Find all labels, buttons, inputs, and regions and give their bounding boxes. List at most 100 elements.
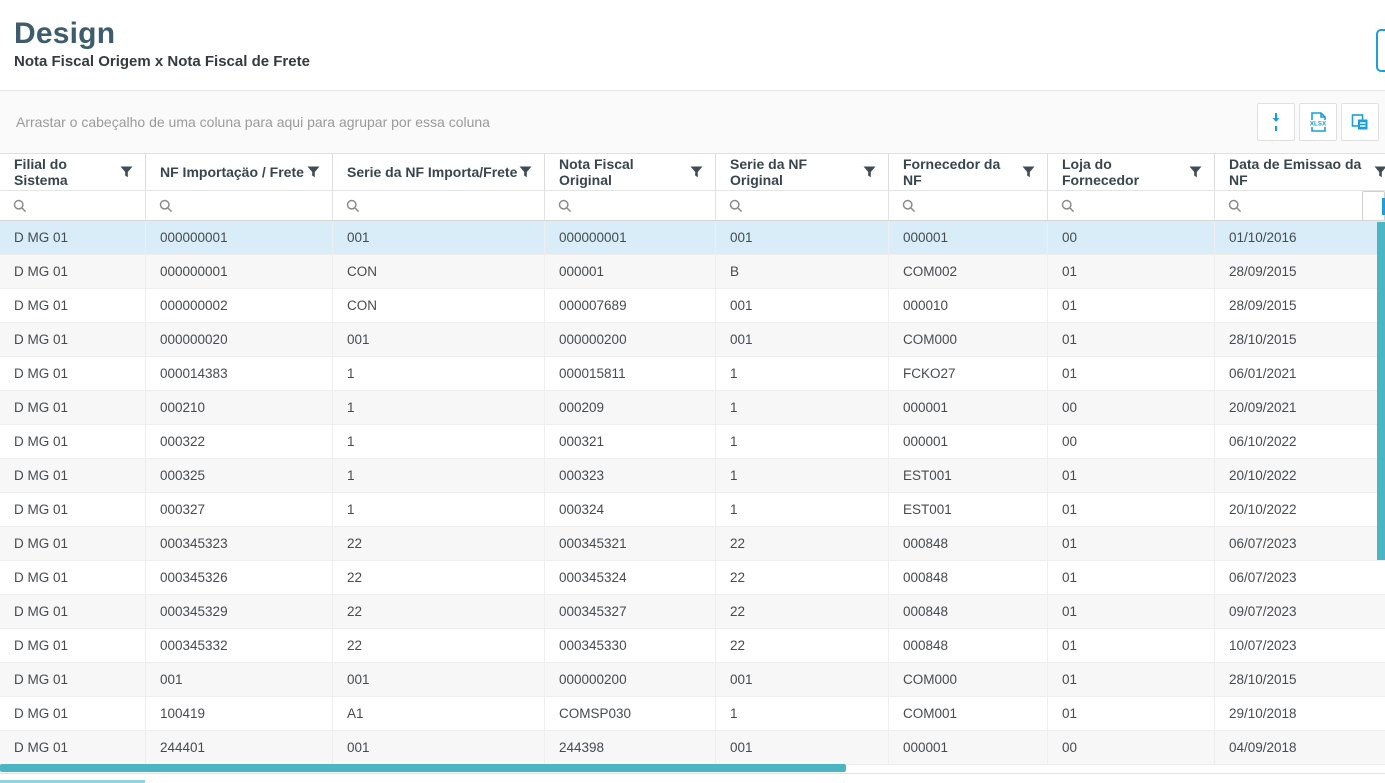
column-header-3[interactable]: Nota Fiscal Original bbox=[545, 154, 716, 190]
grid-cell: 01/10/2016 bbox=[1215, 221, 1385, 254]
horizontal-scrollbar-thumb[interactable] bbox=[0, 764, 846, 772]
grid-cell: 000345332 bbox=[146, 629, 333, 662]
grid-cell: D MG 01 bbox=[0, 663, 146, 696]
filter-icon[interactable] bbox=[1374, 166, 1385, 178]
edge-action-button[interactable] bbox=[1376, 29, 1385, 72]
grid-cell: 01 bbox=[1048, 323, 1215, 356]
column-header-2[interactable]: Serie da NF Importa/Frete bbox=[333, 154, 545, 190]
grid-cell: CON bbox=[333, 289, 545, 322]
grid-cell: 1 bbox=[333, 357, 545, 390]
grid-cell: 000323 bbox=[545, 459, 716, 492]
grid-cell: 001 bbox=[333, 731, 545, 764]
grid-cell: 01 bbox=[1048, 493, 1215, 526]
column-filter-input[interactable] bbox=[33, 197, 113, 214]
grid-cell: 28/09/2015 bbox=[1215, 289, 1385, 322]
table-row[interactable]: D MG 01 000000001 CON 000001 B COM002 01 28/09/… bbox=[0, 255, 1385, 289]
column-filter-input[interactable] bbox=[578, 197, 673, 214]
column-header-0[interactable]: Filial do Sistema bbox=[0, 154, 146, 190]
grid-cell: 01 bbox=[1048, 561, 1215, 594]
grid-cell: 1 bbox=[333, 459, 545, 492]
search-icon bbox=[13, 199, 27, 212]
grid-cell: 1 bbox=[716, 357, 889, 390]
grid-cell: 000322 bbox=[146, 425, 333, 458]
grid-cell: 001 bbox=[716, 221, 889, 254]
table-row[interactable]: D MG 01 000327 1 000324 1 EST001 01 20/10/2022 bbox=[0, 493, 1385, 527]
grid-cell: COM000 bbox=[889, 663, 1048, 696]
filter-icon[interactable] bbox=[120, 166, 133, 178]
column-filter-input[interactable] bbox=[922, 197, 1009, 214]
grid-cell: 06/07/2023 bbox=[1215, 527, 1385, 560]
filter-icon[interactable] bbox=[690, 166, 703, 178]
page-header: Design Nota Fiscal Origem x Nota Fiscal … bbox=[0, 0, 1385, 91]
table-row[interactable]: D MG 01 000345329 22 000345327 22 000848 01 09/… bbox=[0, 595, 1385, 629]
grid-cell: COM002 bbox=[889, 255, 1048, 288]
column-header-label: Serie da NF Importa/Frete bbox=[347, 164, 518, 180]
column-chooser-button[interactable] bbox=[1341, 103, 1379, 141]
column-header-1[interactable]: NF Importaçäo / Frete bbox=[146, 154, 333, 190]
column-filter-input[interactable] bbox=[179, 197, 283, 214]
grid-cell: 000000200 bbox=[545, 323, 716, 356]
table-row[interactable]: D MG 01 000322 1 000321 1 000001 00 06/10/2022 bbox=[0, 425, 1385, 459]
filter-cell-3 bbox=[545, 191, 716, 220]
grid-cell: D MG 01 bbox=[0, 527, 146, 560]
grid-cell: EST001 bbox=[889, 493, 1048, 526]
column-filter-input[interactable] bbox=[1081, 197, 1173, 214]
grid-cell: D MG 01 bbox=[0, 629, 146, 662]
grid-cell: 1 bbox=[716, 697, 889, 730]
filter-cell-6 bbox=[1048, 191, 1215, 220]
table-row[interactable]: D MG 01 000345326 22 000345324 22 000848 01 06/… bbox=[0, 561, 1385, 595]
grid-cell: 20/10/2022 bbox=[1215, 493, 1385, 526]
search-icon bbox=[902, 199, 916, 212]
table-row[interactable]: D MG 01 000000020 001 000000200 001 COM000 01 2… bbox=[0, 323, 1385, 357]
date-filter-editor-partial[interactable] bbox=[1362, 191, 1385, 220]
page-subtitle: Nota Fiscal Origem x Nota Fiscal de Fret… bbox=[14, 53, 310, 70]
table-row[interactable]: D MG 01 000210 1 000209 1 000001 00 20/09/2021 bbox=[0, 391, 1385, 425]
filter-icon[interactable] bbox=[863, 166, 876, 178]
filter-icon[interactable] bbox=[1189, 166, 1202, 178]
column-chooser-icon bbox=[1350, 112, 1370, 132]
column-filter-input[interactable] bbox=[1248, 197, 1351, 214]
column-header-7[interactable]: Data de Emissao da NF bbox=[1215, 154, 1385, 190]
grid-cell: 01 bbox=[1048, 629, 1215, 662]
table-row[interactable]: D MG 01 000014383 1 000015811 1 FCKO27 01 06/01… bbox=[0, 357, 1385, 391]
table-row[interactable]: D MG 01 000325 1 000323 1 EST001 01 20/10/2022 bbox=[0, 459, 1385, 493]
table-row[interactable]: D MG 01 001 001 000000200 001 COM000 01 28/10/2… bbox=[0, 663, 1385, 697]
filter-icon[interactable] bbox=[519, 166, 532, 178]
filter-icon[interactable] bbox=[307, 166, 320, 178]
column-filter-input[interactable] bbox=[749, 197, 845, 214]
grid-cell: D MG 01 bbox=[0, 221, 146, 254]
grid-cell: 01 bbox=[1048, 255, 1215, 288]
grid-cell: 01 bbox=[1048, 357, 1215, 390]
grid-cell: 28/09/2015 bbox=[1215, 255, 1385, 288]
export-xlsx-button[interactable]: XLSX bbox=[1299, 103, 1337, 141]
filter-icon[interactable] bbox=[1022, 166, 1035, 178]
column-header-label: Data de Emissao da NF bbox=[1229, 156, 1362, 188]
table-row[interactable]: D MG 01 000000002 CON 000007689 001 000010 01 2… bbox=[0, 289, 1385, 323]
outer-scrollbar-fragment[interactable] bbox=[0, 780, 145, 783]
column-header-6[interactable]: Loja do Fornecedor bbox=[1048, 154, 1215, 190]
table-row[interactable]: D MG 01 100419 A1 COMSP030 1 COM001 01 29/10/20… bbox=[0, 697, 1385, 731]
column-header-5[interactable]: Fornecedor da NF bbox=[889, 154, 1048, 190]
grid-cell: 001 bbox=[716, 663, 889, 696]
vertical-scrollbar-thumb[interactable] bbox=[1377, 222, 1385, 560]
grid-cell: 1 bbox=[716, 459, 889, 492]
column-header-label: Nota Fiscal Original bbox=[559, 156, 634, 188]
grid-cell: 000209 bbox=[545, 391, 716, 424]
grid-cell: 000015811 bbox=[545, 357, 716, 390]
table-row[interactable]: D MG 01 244401 001 244398 001 000001 00 04/09/2… bbox=[0, 731, 1385, 765]
grid-cell: 000000001 bbox=[545, 221, 716, 254]
group-by-panel[interactable]: Arrastar o cabeçalho de uma coluna para … bbox=[0, 91, 1385, 154]
grid-cell: 001 bbox=[146, 663, 333, 696]
grid-cell: 09/07/2023 bbox=[1215, 595, 1385, 628]
row-height-toggle-button[interactable] bbox=[1257, 103, 1295, 141]
table-row[interactable]: D MG 01 000345323 22 000345321 22 000848 01 06/… bbox=[0, 527, 1385, 561]
grid-cell: 00 bbox=[1048, 425, 1215, 458]
table-row[interactable]: D MG 01 000000001 001 000000001 001 000001 00 0… bbox=[0, 221, 1385, 255]
grid-cell: D MG 01 bbox=[0, 697, 146, 730]
column-header-4[interactable]: Serie da NF Original bbox=[716, 154, 889, 190]
grid-cell: 28/10/2015 bbox=[1215, 663, 1385, 696]
table-row[interactable]: D MG 01 000345332 22 000345330 22 000848 01 10/… bbox=[0, 629, 1385, 663]
column-header-label: NF Importaçäo / Frete bbox=[160, 164, 304, 180]
grid-cell: 1 bbox=[716, 493, 889, 526]
column-filter-input[interactable] bbox=[366, 197, 485, 214]
